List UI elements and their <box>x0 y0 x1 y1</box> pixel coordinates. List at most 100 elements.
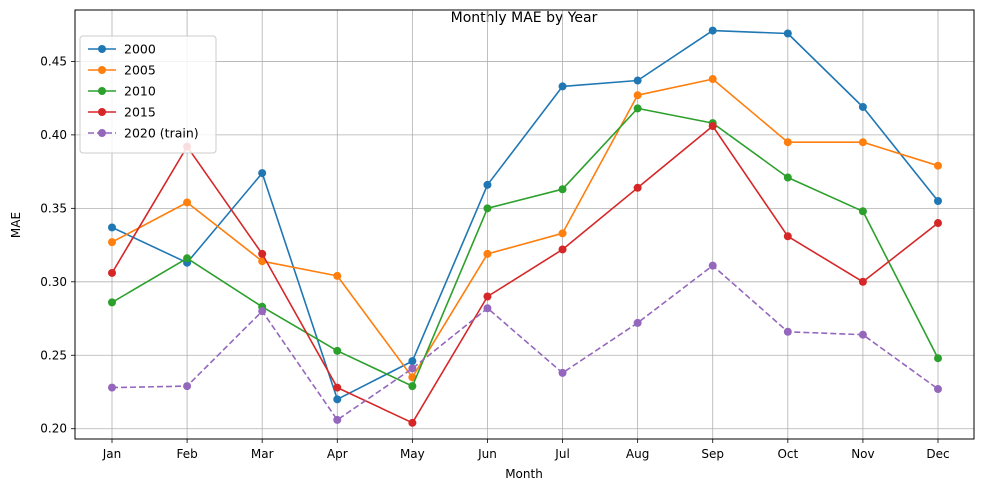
x-tick-label: Sep <box>701 447 724 461</box>
series-line-2010 <box>111 107 939 387</box>
data-point-2010 <box>108 298 116 307</box>
data-point-2000 <box>108 223 116 232</box>
axis-ticks: Jan Feb Mar Apr May Jun Jul Aug Sep Oct Nov Dec 0.20… <box>40 54 949 461</box>
y-tick-label: 0.20 <box>40 422 67 436</box>
y-tick-label: 0.35 <box>40 201 67 215</box>
legend-label-2000: 2000 <box>124 42 156 57</box>
data-point-2005 <box>183 198 192 207</box>
grid <box>75 10 974 439</box>
series-layer <box>108 26 942 427</box>
data-point-2005 <box>783 138 792 147</box>
data-point-2010 <box>408 382 417 391</box>
data-point-2010 <box>183 254 192 263</box>
series-line-2000 <box>111 29 939 401</box>
series-line-2005 <box>111 78 939 379</box>
data-point-2005 <box>934 161 942 170</box>
data-point-2000 <box>333 395 342 404</box>
data-point-2010 <box>783 173 792 182</box>
data-point-2005 <box>258 257 267 266</box>
x-tick-label: Dec <box>926 447 949 461</box>
data-point-2015 <box>483 292 492 301</box>
data-point-2020-train <box>708 261 717 270</box>
data-point-2015 <box>708 122 717 131</box>
y-tick-label: 0.45 <box>40 54 67 68</box>
x-tick-label: May <box>400 447 425 461</box>
data-point-2015 <box>408 418 417 427</box>
x-tick-label: Jan <box>102 447 122 461</box>
data-point-2005 <box>483 249 492 258</box>
data-point-2015 <box>258 249 267 258</box>
series-2015 <box>108 122 942 427</box>
data-point-2020-train <box>483 304 492 313</box>
data-point-2010 <box>858 207 867 216</box>
data-point-2020-train <box>858 330 867 339</box>
data-point-2005 <box>708 75 717 84</box>
x-tick-label: Aug <box>626 447 649 461</box>
plot-frame <box>74 9 975 440</box>
data-point-2005 <box>558 229 567 238</box>
x-tick-label: Oct <box>777 447 798 461</box>
legend-label-2005: 2005 <box>124 63 156 78</box>
legend-marker-2015 <box>98 108 106 116</box>
data-point-2020-train <box>408 364 417 373</box>
data-point-2015 <box>633 183 642 192</box>
data-point-2020-train <box>333 415 342 424</box>
series-line-2015 <box>111 125 939 424</box>
data-point-2005 <box>633 91 642 100</box>
x-tick-label: Apr <box>327 447 348 461</box>
legend-marker-2005 <box>98 66 106 74</box>
y-tick-label: 0.25 <box>40 348 67 362</box>
data-point-2000 <box>258 169 267 178</box>
legend-label-2020-train: 2020 (train) <box>124 126 199 141</box>
legend-marker-2010 <box>98 87 106 95</box>
data-point-2005 <box>408 373 417 382</box>
data-point-2005 <box>333 271 342 280</box>
data-point-2020-train <box>558 368 567 377</box>
data-point-2000 <box>408 357 417 366</box>
series-2020-train <box>108 261 942 424</box>
series-2000 <box>108 26 942 404</box>
data-point-2000 <box>708 26 717 35</box>
x-tick-label: Nov <box>851 447 874 461</box>
legend-label-2010: 2010 <box>124 84 156 99</box>
x-tick-label: Feb <box>176 447 197 461</box>
data-point-2015 <box>934 219 942 228</box>
data-point-2020-train <box>783 327 792 336</box>
legend-box <box>79 35 217 154</box>
data-point-2000 <box>783 29 792 38</box>
data-point-2000 <box>934 196 942 205</box>
legend-marker-2000 <box>98 45 106 53</box>
chart-title: Monthly MAE by Year <box>451 10 598 26</box>
y-tick-label: 0.30 <box>40 275 67 289</box>
data-point-2015 <box>558 245 567 254</box>
x-tick-label: Jul <box>554 447 569 461</box>
series-2005 <box>108 75 942 382</box>
x-tick-label: Mar <box>251 447 274 461</box>
data-point-2020-train <box>633 318 642 327</box>
data-point-2005 <box>858 138 867 147</box>
data-point-2020-train <box>934 385 942 394</box>
series-2010 <box>108 104 942 391</box>
legend-label-2015: 2015 <box>124 105 156 120</box>
data-point-2010 <box>483 204 492 213</box>
legend-marker-2020-train <box>98 129 106 137</box>
data-point-2015 <box>108 268 116 277</box>
data-point-2005 <box>108 238 116 247</box>
data-point-2020-train <box>108 383 116 392</box>
data-point-2020-train <box>183 382 192 391</box>
data-point-2000 <box>558 82 567 91</box>
x-tick-label: Jun <box>477 447 497 461</box>
series-line-2020-train <box>111 264 939 421</box>
y-tick-label: 0.40 <box>40 128 67 142</box>
data-point-2000 <box>483 180 492 189</box>
data-point-2010 <box>934 354 942 363</box>
data-point-2000 <box>858 102 867 111</box>
legend: 2000 2005 2010 2015 2020 (train) <box>79 35 217 154</box>
data-point-2010 <box>558 185 567 194</box>
data-point-2010 <box>333 346 342 355</box>
data-point-2015 <box>783 232 792 241</box>
data-point-2015 <box>333 383 342 392</box>
y-axis-label: MAE <box>9 212 23 238</box>
data-point-2015 <box>858 277 867 286</box>
